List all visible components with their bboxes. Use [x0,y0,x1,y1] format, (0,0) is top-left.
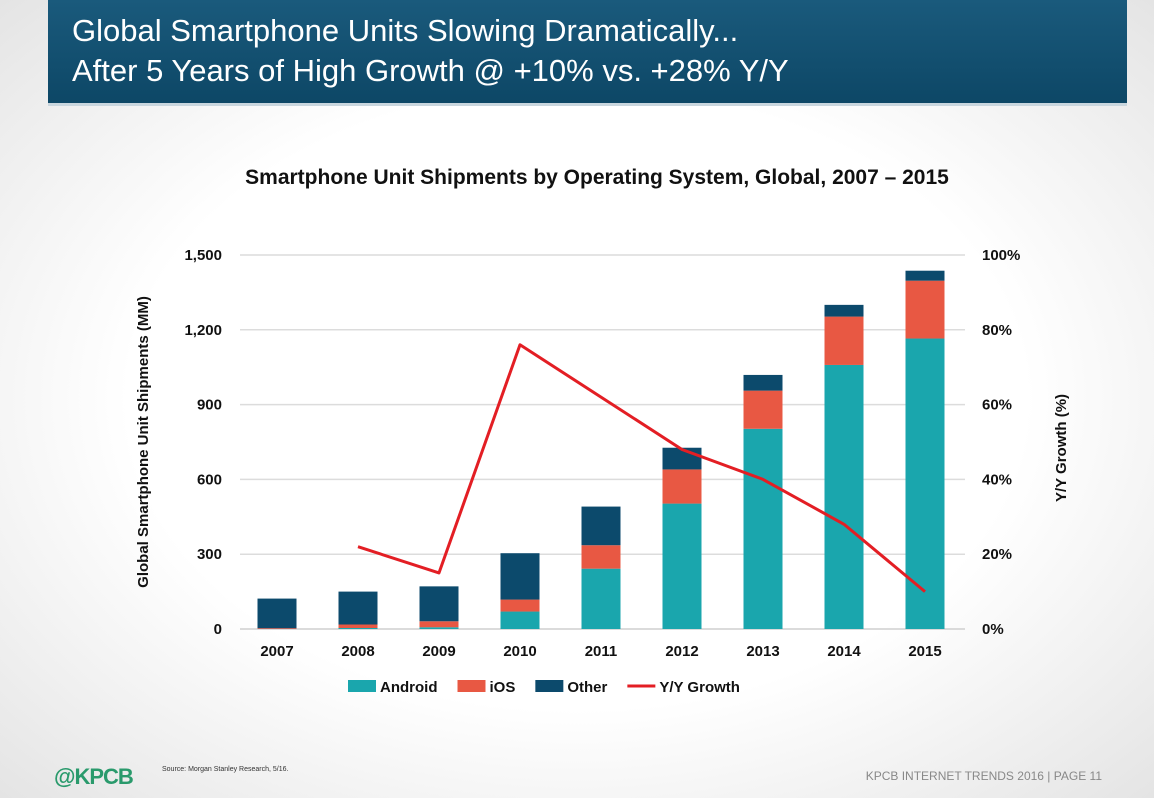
x-tick-label: 2013 [746,643,779,660]
bar-ios [338,624,378,629]
y2-tick-label: 100% [982,247,1020,264]
bar-ios [824,316,864,365]
legend-label: Android [380,679,438,696]
y-tick-label: 1,200 [184,322,222,339]
bar-android [338,628,378,629]
bar-other [905,270,945,281]
y-axis-title: Global Smartphone Unit Shipments (MM) [135,296,152,588]
bar-other [500,553,540,600]
y-tick-label: 0 [214,621,222,638]
legend-label: Other [567,679,607,696]
bar-ios [257,628,297,629]
x-tick-label: 2011 [585,643,618,660]
x-tick-label: 2007 [260,643,293,660]
slide-title-line2: After 5 Years of High Growth @ +10% vs. … [72,53,789,88]
bar-ios [419,621,459,628]
legend-label: iOS [490,679,516,696]
source-note: Source: Morgan Stanley Research, 5/16. [162,766,289,773]
y-tick-label: 900 [197,397,222,414]
x-tick-label: 2009 [422,643,455,660]
y2-tick-label: 0% [982,621,1004,638]
bar-android [500,611,540,629]
y2-tick-label: 40% [982,471,1012,488]
y2-tick-label: 60% [982,397,1012,414]
bar-android [662,503,702,629]
bar-other [419,586,459,622]
y-tick-label: 600 [197,471,222,488]
bar-ios [662,469,702,504]
y-tick-label: 1,500 [184,247,222,264]
bar-other [257,598,297,629]
growth-line [357,343,926,593]
x-tick-label: 2014 [827,643,861,660]
legend-label: Y/Y Growth [659,679,740,696]
bar-android [905,338,945,629]
y2-axis-title: Y/Y Growth (%) [1053,394,1070,502]
legend-swatch-other [535,680,564,692]
bar-android [419,627,459,629]
chart-title: Smartphone Unit Shipments by Operating S… [245,166,949,189]
bar-other [824,304,864,317]
bar-ios [905,280,945,339]
y-tick-label: 300 [197,546,222,563]
y2-tick-label: 80% [982,322,1012,339]
x-tick-label: 2010 [503,643,536,660]
bar-android [743,428,783,629]
bar-ios [500,599,540,612]
legend-swatch-android [348,680,376,692]
page-footer: KPCB INTERNET TRENDS 2016 | PAGE 11 [865,769,1102,783]
bar-other [743,374,783,391]
bar-ios [581,545,621,569]
title-banner: Global Smartphone Units Slowing Dramatic… [48,0,1127,106]
bar-other [581,506,621,546]
bar-android [824,364,864,629]
y2-tick-label: 20% [982,546,1012,563]
bar-ios [743,390,783,429]
legend-swatch-ios [457,680,486,692]
bar-android [581,568,621,629]
x-tick-label: 2008 [341,643,374,660]
x-tick-label: 2015 [908,643,941,660]
slide-title-line1: Global Smartphone Units Slowing Dramatic… [72,13,739,48]
bar-other [338,591,378,625]
x-tick-label: 2012 [665,643,698,660]
kpcb-logo: @KPCB [54,764,134,789]
